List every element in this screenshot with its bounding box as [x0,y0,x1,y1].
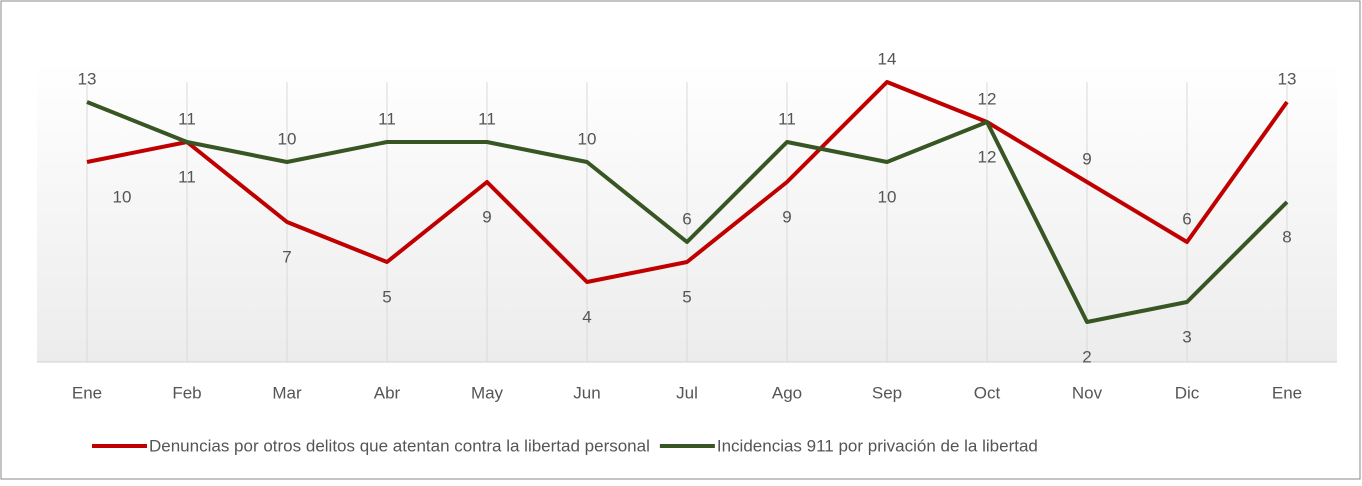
data-label: 12 [978,147,997,166]
x-tick-label: Mar [272,383,302,402]
data-label: 6 [682,209,691,228]
x-tick-label: Ene [72,383,102,402]
x-tick-label: Jul [676,383,698,402]
data-label: 5 [382,287,391,306]
data-label: 10 [878,187,897,206]
data-label: 11 [778,109,796,128]
data-label: 2 [1082,347,1091,366]
data-label: 6 [1182,209,1191,228]
series-line [86,80,1289,284]
data-label: 4 [582,307,591,326]
x-tick-label: Abr [374,383,401,402]
data-label: 10 [113,187,132,206]
data-label: 9 [482,207,491,226]
data-label: 13 [78,69,97,88]
legend-label: Incidencias 911 por privación de la libe… [717,436,1038,455]
data-label: 9 [782,207,791,226]
data-label: 11 [178,167,196,186]
x-tick-label: Ene [1272,383,1302,402]
x-tick-label: May [471,383,504,402]
x-tick-label: Dic [1175,383,1200,402]
data-label: 5 [682,287,691,306]
data-label: 8 [1282,227,1291,246]
x-tick-label: Sep [872,383,902,402]
x-tick-label: Ago [772,383,802,402]
data-label: 11 [478,109,496,128]
legend-label: Denuncias por otros delitos que atentan … [149,436,650,455]
x-tick-label: Jun [573,383,600,402]
data-label: 7 [282,247,291,266]
data-label: 9 [1082,149,1091,168]
data-label: 14 [878,49,897,68]
x-tick-label: Nov [1072,383,1103,402]
series-line [86,100,1289,324]
data-label: 13 [1278,69,1297,88]
x-tick-label: Oct [974,383,1001,402]
data-label: 12 [978,89,997,108]
data-label: 10 [278,129,297,148]
data-label: 11 [178,109,196,128]
data-label: 11 [378,109,396,128]
x-tick-label: Feb [172,383,201,402]
data-label: 3 [1182,327,1191,346]
data-label: 10 [578,129,597,148]
